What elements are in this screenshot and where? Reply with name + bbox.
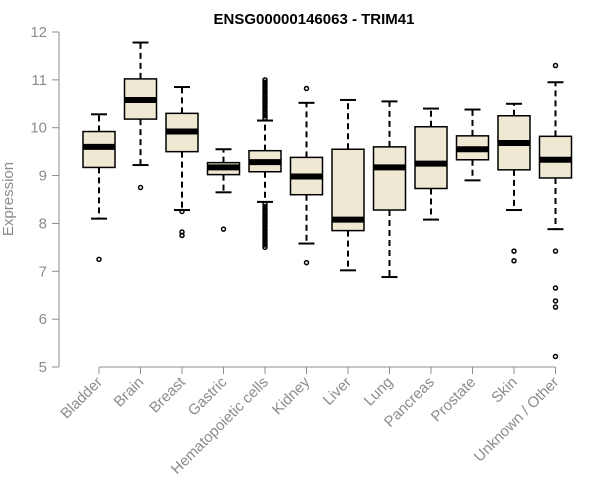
box-group xyxy=(497,102,531,264)
y-tick-label: 10 xyxy=(30,120,47,137)
outlier-point xyxy=(262,208,268,215)
box-group xyxy=(538,62,573,360)
box-body xyxy=(372,146,407,211)
outlier-point xyxy=(303,85,310,92)
y-tick-label: 12 xyxy=(30,24,47,41)
box-group xyxy=(414,107,448,221)
box-group xyxy=(455,108,490,182)
box-group xyxy=(248,77,282,251)
outlier-point xyxy=(262,79,268,85)
outlier-point xyxy=(179,229,185,235)
outlier-point xyxy=(262,93,268,100)
box-group xyxy=(289,85,324,266)
outlier-point xyxy=(262,230,268,236)
outlier-point xyxy=(552,353,559,360)
outlier-point xyxy=(262,227,268,234)
x-tick-label: Bladder xyxy=(57,374,106,423)
x-tick-label: Skin xyxy=(488,374,521,407)
y-tick-label: 11 xyxy=(31,72,47,89)
outlier-point xyxy=(552,298,559,304)
outlier-point xyxy=(262,206,268,212)
y-axis-label: Expression xyxy=(0,162,17,236)
x-tick-label: Liver xyxy=(320,374,355,409)
outlier-point xyxy=(262,81,268,88)
y-tick-label: 5 xyxy=(39,359,47,376)
outlier-point xyxy=(262,237,268,243)
outlier-point xyxy=(262,203,268,210)
x-tick-label: Brain xyxy=(111,374,148,411)
outlier-point xyxy=(262,110,268,117)
outlier-point xyxy=(262,113,268,119)
x-tick-label: Kidney xyxy=(269,373,314,418)
outlier-point xyxy=(262,105,268,112)
y-tick-label: 9 xyxy=(39,168,47,185)
chart-title: ENSG00000146063 - TRIM41 xyxy=(214,11,415,28)
outlier-point xyxy=(220,226,227,232)
outlier-point xyxy=(262,108,268,114)
outlier-point xyxy=(262,244,268,251)
y-tick-label: 6 xyxy=(39,311,47,328)
box-group xyxy=(82,113,116,263)
box-group xyxy=(331,98,365,272)
outlier-point xyxy=(552,62,559,69)
outlier-point xyxy=(262,220,268,227)
outlier-point xyxy=(303,259,310,266)
outlier-point xyxy=(262,98,268,105)
outlier-point xyxy=(262,101,268,107)
outlier-point xyxy=(262,84,268,90)
outlier-point xyxy=(262,89,268,95)
y-tick-label: 7 xyxy=(39,263,47,280)
y-tick-label: 8 xyxy=(39,215,47,232)
outlier-point xyxy=(262,201,268,208)
x-tick-label: Lung xyxy=(361,374,397,410)
outlier-point xyxy=(262,103,268,109)
plot-area xyxy=(82,41,573,360)
outlier-point xyxy=(262,211,268,217)
outlier-point xyxy=(262,77,268,83)
box-group xyxy=(372,100,407,279)
outlier-point xyxy=(552,248,559,254)
outlier-point xyxy=(262,235,268,241)
x-tick-label: Prostate xyxy=(428,374,480,426)
outlier-point xyxy=(262,115,268,121)
outlier-point xyxy=(262,239,268,246)
box-group xyxy=(206,148,241,232)
box-group xyxy=(123,41,158,191)
box-group xyxy=(165,86,199,239)
outlier-point xyxy=(552,285,559,291)
outlier-point xyxy=(511,258,517,264)
outlier-point xyxy=(262,96,268,102)
outlier-point xyxy=(262,223,268,229)
x-tick-label: Breast xyxy=(146,373,189,416)
outlier-point xyxy=(262,242,268,248)
outlier-point xyxy=(262,213,268,219)
outlier-point xyxy=(262,232,268,239)
outlier-point xyxy=(262,215,268,222)
outlier-point xyxy=(262,91,268,97)
outlier-point xyxy=(511,248,517,254)
outlier-point xyxy=(262,225,268,231)
outlier-point xyxy=(179,208,185,215)
outlier-point xyxy=(137,184,144,191)
outlier-point xyxy=(96,256,102,263)
box-body xyxy=(414,126,448,190)
outlier-point xyxy=(262,86,268,93)
outlier-point xyxy=(552,304,559,310)
outlier-point xyxy=(262,218,268,224)
